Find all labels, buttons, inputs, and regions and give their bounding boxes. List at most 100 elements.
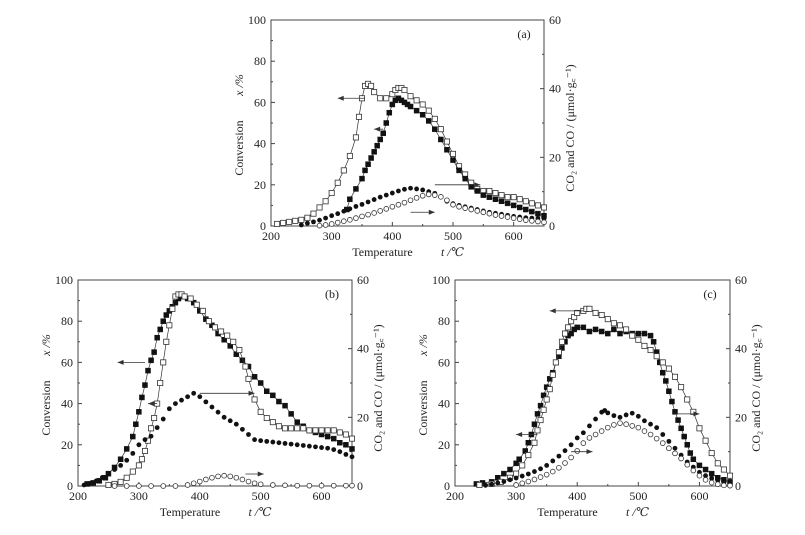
data-point — [337, 449, 343, 455]
arrow-head — [374, 126, 381, 132]
data-point — [335, 211, 341, 217]
data-point — [227, 418, 233, 424]
data-point — [510, 194, 517, 201]
data-point — [389, 190, 395, 196]
data-point — [476, 481, 483, 488]
data-point — [474, 188, 481, 194]
x-tick-label: 300 — [323, 229, 341, 243]
data-point — [449, 150, 456, 157]
data-point — [543, 471, 550, 478]
data-point — [133, 421, 139, 427]
data-point — [635, 424, 642, 431]
data-point — [653, 353, 660, 360]
y2-tick-label: 40 — [735, 342, 747, 356]
data-point — [419, 192, 426, 199]
data-point — [558, 338, 565, 345]
y2-tick-label: 0 — [549, 219, 555, 233]
data-point — [257, 380, 264, 386]
data-point — [348, 435, 355, 442]
data-point — [377, 136, 383, 143]
data-point — [334, 219, 341, 226]
data-point — [525, 471, 531, 477]
axis-arrow-left — [516, 432, 538, 437]
data-point — [623, 412, 629, 418]
y-axis-title: Conversion — [416, 380, 430, 435]
x-axis-symbol: t /℃ — [441, 245, 465, 259]
y-axis-title: Conversion — [39, 380, 53, 435]
data-point — [495, 475, 501, 481]
data-point — [215, 473, 221, 480]
data-point — [541, 219, 547, 226]
data-point — [702, 466, 709, 473]
data-point — [81, 482, 87, 488]
data-point — [672, 373, 679, 380]
data-point — [438, 136, 444, 143]
data-point — [365, 211, 371, 218]
data-point — [270, 439, 276, 445]
data-point — [353, 215, 359, 221]
data-point — [592, 431, 599, 438]
data-point — [522, 448, 529, 454]
data-point — [665, 365, 672, 372]
data-point — [274, 220, 281, 227]
data-point — [298, 222, 304, 228]
data-point — [160, 318, 166, 324]
data-point — [504, 194, 511, 201]
data-point — [346, 152, 353, 159]
y2-tick-label: 20 — [357, 410, 369, 424]
data-point — [721, 482, 727, 489]
data-point — [641, 330, 648, 337]
data-point — [605, 330, 611, 337]
data-point — [675, 417, 681, 423]
data-point — [586, 435, 593, 441]
data-point — [236, 347, 243, 354]
data-point — [282, 441, 288, 446]
x-axis-symbol: t /℃ — [626, 505, 650, 519]
data-point — [510, 202, 517, 209]
data-point — [294, 419, 300, 425]
data-point — [300, 443, 306, 448]
y2-axis-title: CO₂ and CO / (μmol·g꜀⁻¹) — [749, 324, 763, 451]
data-point — [347, 206, 353, 212]
data-point — [347, 196, 353, 202]
data-point — [221, 414, 227, 420]
y-axis-title: Conversion — [232, 120, 246, 175]
data-point — [341, 208, 347, 214]
data-point — [513, 470, 520, 477]
arrow-head — [248, 390, 255, 396]
data-point — [660, 432, 666, 437]
data-point — [135, 462, 142, 469]
data-point — [218, 328, 225, 335]
data-point — [374, 142, 380, 149]
x-tick-label: 600 — [505, 229, 523, 243]
data-point — [659, 359, 666, 366]
data-point — [371, 197, 377, 202]
data-point — [574, 448, 581, 454]
data-point — [343, 452, 349, 457]
data-point — [672, 409, 678, 415]
data-point — [432, 126, 438, 132]
series-cox-open-circle — [111, 472, 355, 489]
data-point — [498, 192, 505, 199]
data-point — [450, 157, 456, 163]
data-point — [546, 386, 553, 393]
data-point — [528, 200, 535, 207]
data-point — [684, 396, 691, 403]
data-point — [431, 192, 438, 198]
data-point — [316, 204, 323, 211]
y2-tick-label: 60 — [357, 273, 369, 287]
data-point — [535, 210, 541, 217]
axis-arrow-left — [117, 359, 145, 365]
y-tick-label: 40 — [438, 397, 450, 411]
data-point — [383, 206, 390, 212]
x-tick-label: 200 — [262, 229, 280, 243]
data-point — [714, 481, 721, 488]
data-point — [252, 437, 257, 443]
data-point — [191, 390, 197, 396]
data-point — [727, 472, 734, 479]
data-point — [672, 445, 678, 451]
arrow-head — [693, 411, 700, 417]
data-point — [264, 388, 270, 394]
data-point — [221, 336, 227, 343]
data-point — [480, 209, 487, 216]
